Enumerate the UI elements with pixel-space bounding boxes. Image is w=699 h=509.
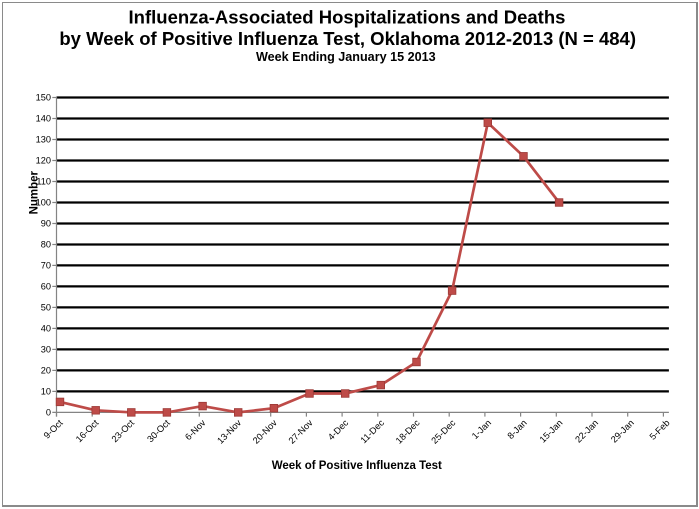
svg-text:150: 150 [36,93,51,103]
svg-text:23-Oct: 23-Oct [110,417,137,444]
svg-text:1-Jan: 1-Jan [470,418,493,441]
svg-text:20-Nov: 20-Nov [251,417,279,445]
svg-text:80: 80 [41,240,51,250]
svg-text:27-Nov: 27-Nov [287,417,315,445]
svg-text:4-Dec: 4-Dec [326,417,351,442]
svg-text:25-Dec: 25-Dec [429,417,457,445]
svg-text:Week Ending January 15 2013: Week Ending January 15 2013 [256,50,436,64]
svg-text:11-Dec: 11-Dec [358,417,386,445]
svg-text:90: 90 [41,219,51,229]
svg-text:Influenza-Associated Hospitali: Influenza-Associated Hospitalizations an… [129,6,566,27]
svg-text:100: 100 [36,198,51,208]
svg-text:16-Oct: 16-Oct [74,417,101,444]
svg-text:40: 40 [41,324,51,334]
svg-text:6-Nov: 6-Nov [183,417,208,442]
svg-text:Number: Number [28,170,40,214]
svg-text:29-Jan: 29-Jan [609,418,636,445]
svg-text:18-Dec: 18-Dec [394,417,422,445]
svg-text:by Week of Positive Influenza: by Week of Positive Influenza Test, Okla… [59,28,636,49]
svg-text:15-Jan: 15-Jan [538,418,565,445]
svg-text:22-Jan: 22-Jan [573,418,600,445]
svg-text:0: 0 [46,408,51,418]
svg-text:30: 30 [41,345,51,355]
svg-text:140: 140 [36,114,51,124]
svg-text:50: 50 [41,303,51,313]
svg-text:9-Oct: 9-Oct [42,417,65,440]
svg-text:13-Nov: 13-Nov [215,417,243,445]
svg-text:Week of Positive Influenza Tes: Week of Positive Influenza Test [272,460,442,472]
svg-text:110: 110 [36,177,51,187]
svg-text:130: 130 [36,135,51,145]
svg-text:30-Oct: 30-Oct [145,417,172,444]
svg-text:60: 60 [41,282,51,292]
svg-text:70: 70 [41,261,51,271]
svg-text:120: 120 [36,156,51,166]
svg-text:5-Feb: 5-Feb [648,418,672,442]
svg-text:20: 20 [41,366,51,376]
svg-text:10: 10 [41,387,51,397]
svg-text:8-Jan: 8-Jan [505,418,528,441]
